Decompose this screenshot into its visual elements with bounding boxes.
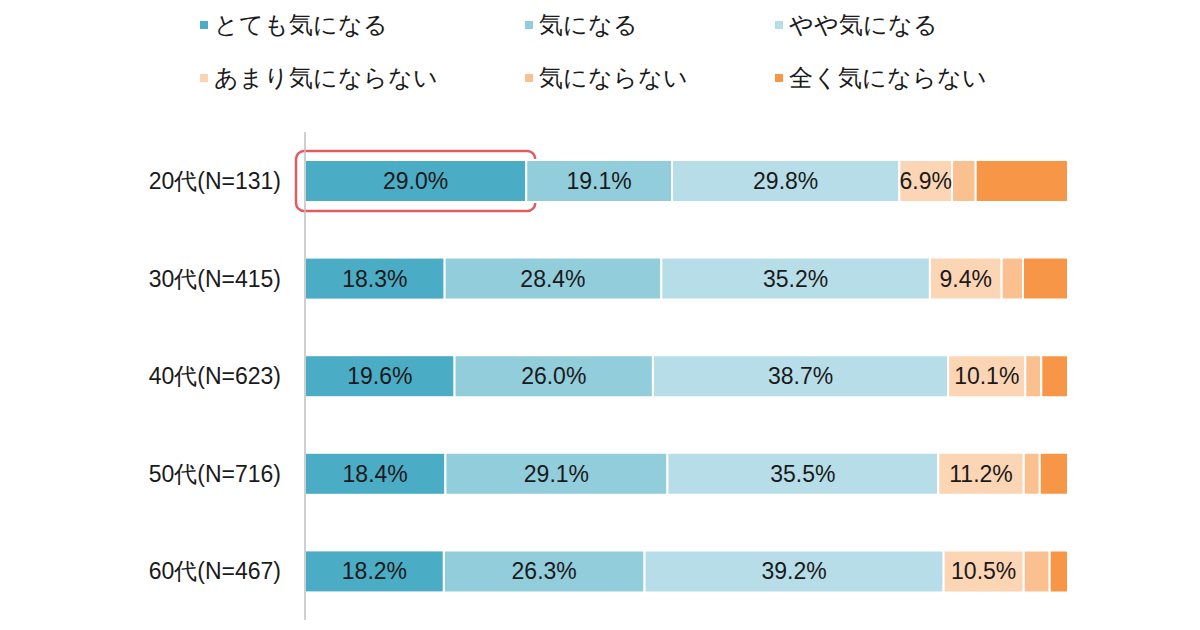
svg-text:18.4%: 18.4% — [343, 461, 408, 487]
svg-text:18.3%: 18.3% — [342, 266, 407, 292]
svg-text:29.8%: 29.8% — [753, 168, 818, 194]
svg-text:38.7%: 38.7% — [768, 363, 833, 389]
html-text:あまり気にならない: あまり気にならない — [214, 64, 438, 91]
svg-text:50代(N=716): 50代(N=716) — [149, 461, 281, 487]
html-text:全く気にならない: 全く気にならない — [789, 64, 987, 91]
svg-text:28.4%: 28.4% — [520, 266, 585, 292]
html-text:やや気になる: やや気になる — [789, 11, 938, 38]
svg-text:35.2%: 35.2% — [763, 266, 828, 292]
html-text:気になる: 気になる — [539, 11, 638, 38]
svg-text:10.5%: 10.5% — [951, 558, 1016, 584]
html-text:とても気になる: とても気になる — [214, 11, 388, 38]
svg-text:26.0%: 26.0% — [521, 363, 586, 389]
svg-text:10.1%: 10.1% — [954, 363, 1019, 389]
svg-text:18.2%: 18.2% — [342, 558, 407, 584]
svg-text:30代(N=415): 30代(N=415) — [149, 266, 281, 292]
svg-text:19.1%: 19.1% — [567, 168, 632, 194]
svg-text:39.2%: 39.2% — [761, 558, 826, 584]
svg-text:6.9%: 6.9% — [899, 168, 951, 194]
html-text:気にならない: 気にならない — [539, 64, 688, 91]
svg-text:19.6%: 19.6% — [347, 363, 412, 389]
svg-text:20代(N=131): 20代(N=131) — [149, 168, 281, 194]
svg-text:29.1%: 29.1% — [524, 461, 589, 487]
svg-text:26.3%: 26.3% — [512, 558, 577, 584]
svg-text:40代(N=623): 40代(N=623) — [149, 363, 281, 389]
svg-text:29.0%: 29.0% — [383, 168, 448, 194]
svg-text:35.5%: 35.5% — [770, 461, 835, 487]
svg-text:9.4%: 9.4% — [940, 266, 992, 292]
svg-text:11.2%: 11.2% — [949, 461, 1013, 487]
svg-text:60代(N=467): 60代(N=467) — [149, 558, 281, 584]
